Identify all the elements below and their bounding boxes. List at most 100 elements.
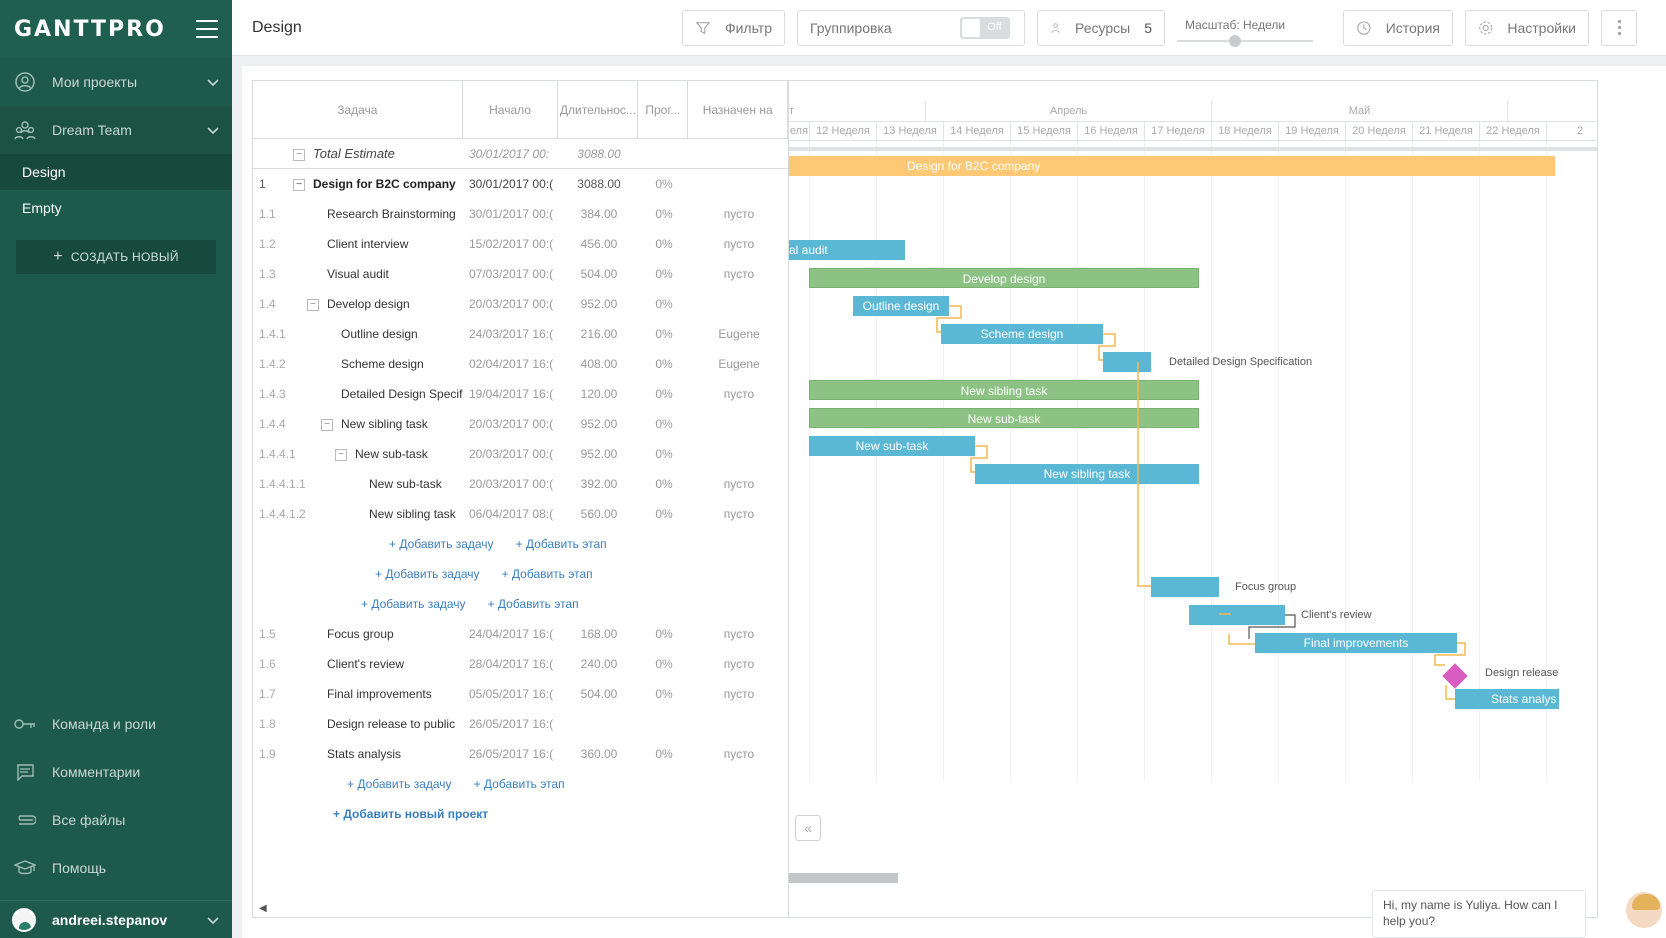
sidebar-item-my-projects[interactable]: Мои проекты <box>0 58 232 106</box>
filter-button[interactable]: Фильтр <box>682 9 785 46</box>
table-row[interactable]: 1.4.4.1.2 New sibling task 06/04/2017 08:(… <box>253 499 834 529</box>
sidebar-item-team[interactable]: Dream Team <box>0 106 232 154</box>
scroll-left-icon[interactable]: ◀ <box>259 903 267 914</box>
settings-button[interactable]: Настройки <box>1465 9 1589 46</box>
table-row[interactable]: 1.5 Focus group 24/04/2017 16:(168.00 0% пус… <box>253 619 834 649</box>
bar-project[interactable]: Design for B2C company <box>789 156 1555 176</box>
resources-button[interactable]: Ресурсы 5 <box>1037 9 1165 46</box>
rewind-icon[interactable]: « <box>795 815 821 841</box>
task-name[interactable]: Design release to public <box>327 717 456 731</box>
task-name[interactable]: Focus group <box>327 627 394 641</box>
table-row[interactable]: 1.4.4.1 − New sub-task 20/03/2017 00:(952.0… <box>253 439 834 469</box>
column-header-start[interactable]: Начало <box>463 81 559 138</box>
table-row[interactable]: 1.7 Final improvements 05/05/2017 16:(504.… <box>253 679 834 709</box>
grouping-control[interactable]: Группировка Off <box>797 9 1025 46</box>
add-project-link[interactable]: + Добавить новый проект <box>333 807 489 821</box>
task-name[interactable]: New sibling task <box>369 507 456 521</box>
task-name[interactable]: New sub-task <box>355 447 428 461</box>
column-header-task[interactable]: Задача <box>253 81 463 138</box>
add-stage-link[interactable]: + Добавить этап <box>515 537 607 551</box>
task-name[interactable]: Client's review <box>327 657 404 671</box>
user-menu[interactable]: andreei.stepanov <box>0 900 232 938</box>
bar-outline-design[interactable]: Outline design <box>853 296 949 316</box>
column-header-duration[interactable]: Длительнос... <box>558 81 639 138</box>
gantt-horizontal-scrollbar[interactable] <box>789 871 1597 885</box>
table-row[interactable]: 1.4.1 Outline design 24/03/2017 16:(216.00… <box>253 319 834 349</box>
task-name[interactable]: Outline design <box>341 327 418 341</box>
column-header-assigned[interactable]: Назначен на <box>688 81 789 138</box>
bar-scheme-design[interactable]: Scheme design <box>941 324 1103 344</box>
chat-avatar[interactable] <box>1624 890 1664 930</box>
add-task-link[interactable]: + Добавить задачу <box>375 567 480 581</box>
collapse-icon[interactable]: − <box>321 418 333 431</box>
task-name[interactable]: Develop design <box>327 297 410 311</box>
table-row[interactable]: 1.4.4.1.1 New sub-task 20/03/2017 00:(392.… <box>253 469 834 499</box>
project-item-design[interactable]: Design <box>0 154 232 190</box>
collapse-icon[interactable]: − <box>293 178 305 191</box>
zoom-thumb[interactable] <box>1229 34 1241 47</box>
project-item-empty[interactable]: Empty <box>22 200 62 216</box>
table-row[interactable]: 1.4 − Develop design 20/03/2017 00:(952.00 0… <box>253 289 834 319</box>
bar-develop-design[interactable]: Develop design <box>809 268 1199 288</box>
add-task-link[interactable]: + Добавить задачу <box>347 777 452 791</box>
bar-detailed-design[interactable] <box>1103 352 1151 372</box>
bar-new-sibling-task-leaf[interactable]: New sibling task <box>975 464 1199 484</box>
task-name[interactable]: New sibling task <box>341 417 428 431</box>
total-estimate-row[interactable]: − Total Estimate 30/01/2017 00: 3088.00 <box>253 139 834 169</box>
chat-bubble[interactable]: Hi, my name is Yuliya. How can I help yo… <box>1372 890 1586 938</box>
bar-visual-audit[interactable]: al audit <box>789 240 905 260</box>
bar-focus-group[interactable] <box>1151 577 1219 597</box>
table-row[interactable]: 1.4.3 Detailed Design Specification 19/04/… <box>253 379 834 409</box>
task-name[interactable]: Stats analysis <box>327 747 402 761</box>
add-task-link[interactable]: + Добавить задачу <box>389 537 494 551</box>
table-row[interactable]: 1.4.2 Scheme design 02/04/2017 16:(408.00 0… <box>253 349 834 379</box>
collapse-icon[interactable]: − <box>293 148 305 161</box>
dependency-links <box>936 305 1466 700</box>
column-header-progress[interactable]: Прог... <box>638 81 689 138</box>
task-name[interactable]: Detailed Design Specification <box>341 387 463 401</box>
task-name[interactable]: Scheme design <box>341 357 424 371</box>
sidebar-item-help[interactable]: Помощь <box>0 844 232 892</box>
gantt-chart: т Апрель Май еля 12 Неделя 13 Неделя 14 Нед… <box>788 80 1598 918</box>
bar-final-improvements[interactable]: Final improvements <box>1255 633 1457 653</box>
week-label: 20 Неделя <box>1345 122 1412 141</box>
menu-icon[interactable] <box>196 20 218 38</box>
task-name[interactable]: Final improvements <box>327 687 432 701</box>
create-new-button[interactable]: + СОЗДАТЬ НОВЫЙ <box>16 240 216 274</box>
collapse-icon[interactable]: − <box>335 448 347 461</box>
table-row[interactable]: 1.6 Client's review 28/04/2017 16:(240.00 0… <box>253 649 834 679</box>
scrollbar-thumb[interactable] <box>789 873 898 883</box>
table-row[interactable]: 1.4.4 − New sibling task 20/03/2017 00:(952… <box>253 409 834 439</box>
bar-new-sub-task[interactable]: New sub-task <box>809 408 1199 428</box>
logo[interactable]: GANTTPRO <box>14 16 166 42</box>
collapse-icon[interactable]: − <box>307 298 319 311</box>
more-menu-icon[interactable] <box>1601 9 1637 46</box>
bar-clients-review[interactable] <box>1189 605 1285 625</box>
zoom-slider[interactable]: Масштаб: Недели <box>1177 10 1325 47</box>
table-row[interactable]: 1 − Design for B2C company 30/01/2017 00:(3… <box>253 169 834 199</box>
grid-horizontal-scrollbar[interactable]: ◀ <box>253 903 835 917</box>
add-task-link[interactable]: + Добавить задачу <box>361 597 466 611</box>
sidebar-item-team-roles[interactable]: Команда и роли <box>0 700 232 748</box>
sidebar-item-comments[interactable]: Комментарии <box>0 748 232 796</box>
table-row[interactable]: 1.2 Client interview 15/02/2017 00:(456.00… <box>253 229 834 259</box>
avatar <box>12 907 36 932</box>
task-name[interactable]: New sub-task <box>369 477 442 491</box>
table-row[interactable]: 1.8 Design release to public 26/05/2017 16… <box>253 709 834 739</box>
add-stage-link[interactable]: + Добавить этап <box>487 597 579 611</box>
grouping-toggle[interactable]: Off <box>959 16 1010 39</box>
table-row[interactable]: 1.9 Stats analysis 26/05/2017 16:(360.00 0%… <box>253 739 834 769</box>
add-stage-link[interactable]: + Добавить этап <box>473 777 565 791</box>
add-stage-link[interactable]: + Добавить этап <box>501 567 593 581</box>
history-button[interactable]: История <box>1343 9 1453 46</box>
table-row[interactable]: 1.3 Visual audit 07/03/2017 00:(504.00 0% пу… <box>253 259 834 289</box>
task-name[interactable]: Visual audit <box>327 267 389 281</box>
task-name[interactable]: Client interview <box>327 237 409 251</box>
sidebar-item-files[interactable]: Все файлы <box>0 796 232 844</box>
task-name[interactable]: Design for B2C company <box>313 177 456 191</box>
table-row[interactable]: 1.1 Research Brainstorming 30/01/2017 00:(… <box>253 199 834 229</box>
bar-new-sub-task-leaf[interactable]: New sub-task <box>809 436 975 456</box>
bar-stats-analysis[interactable]: Stats analys <box>1455 689 1559 709</box>
task-name[interactable]: Research Brainstorming <box>327 207 456 221</box>
bar-new-sibling-task[interactable]: New sibling task <box>809 380 1199 400</box>
